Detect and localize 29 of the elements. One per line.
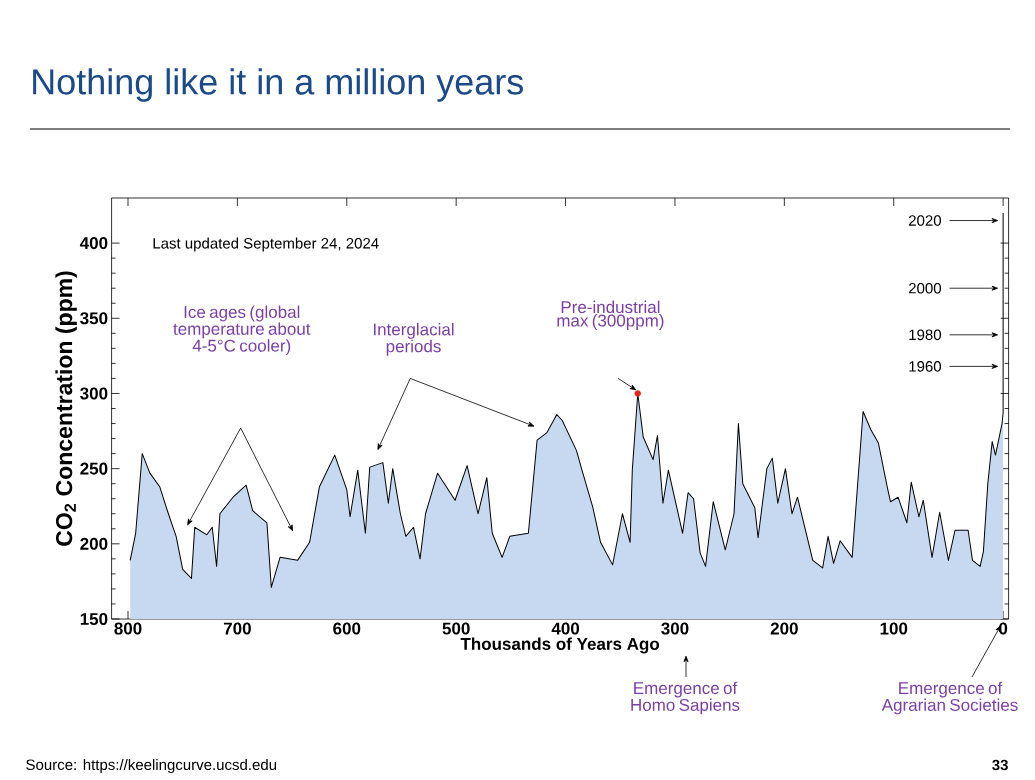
y-tick-label: 350 (80, 312, 108, 325)
y-tick-label: 250 (80, 462, 108, 475)
text: Emergence of Agrarian Societies (881, 681, 1018, 715)
chart-title: Nothing like it in a million years (33, 68, 523, 102)
x-tick-label: 600 (333, 622, 361, 635)
annotation: 1980 (909, 329, 942, 341)
annotation: Last updated September 24, 2024 (153, 237, 379, 252)
y-tick-label: 300 (80, 387, 108, 400)
annotation: 2000 (908, 282, 942, 294)
y-tick-label: 200 (80, 537, 108, 550)
x-tick-label: 100 (880, 622, 908, 635)
y-tick-label: 150 (80, 612, 108, 626)
y-tick-label: 400 (79, 237, 108, 250)
annotation: Pre-industrial max (300ppm) (557, 300, 664, 330)
x-tick-label: 500 (442, 622, 470, 635)
y-axis-title: CO$_{2}$ Concentration (ppm) (55, 271, 77, 546)
annotation: Ice ages (global temperature about 4-5°C cooler) (173, 305, 311, 356)
x-tick-label: 400 (551, 622, 580, 635)
x-tick-label: 300 (661, 622, 689, 635)
x-tick-label: 800 (114, 622, 142, 635)
text: Emergence of Homo Sapiens (631, 681, 740, 715)
x-tick-label: 700 (223, 622, 251, 635)
annotation: 2020 (908, 215, 942, 226)
source-note: Source: https://keelingcurve.ucsd.edu (26, 759, 277, 773)
text: 33 (992, 759, 1008, 771)
annotation: 1960 (909, 361, 942, 372)
x-axis-title: Thousands of Years Ago (460, 637, 660, 654)
x-tick-label: 200 (770, 622, 798, 635)
annotation: Interglacial periods (373, 322, 454, 356)
